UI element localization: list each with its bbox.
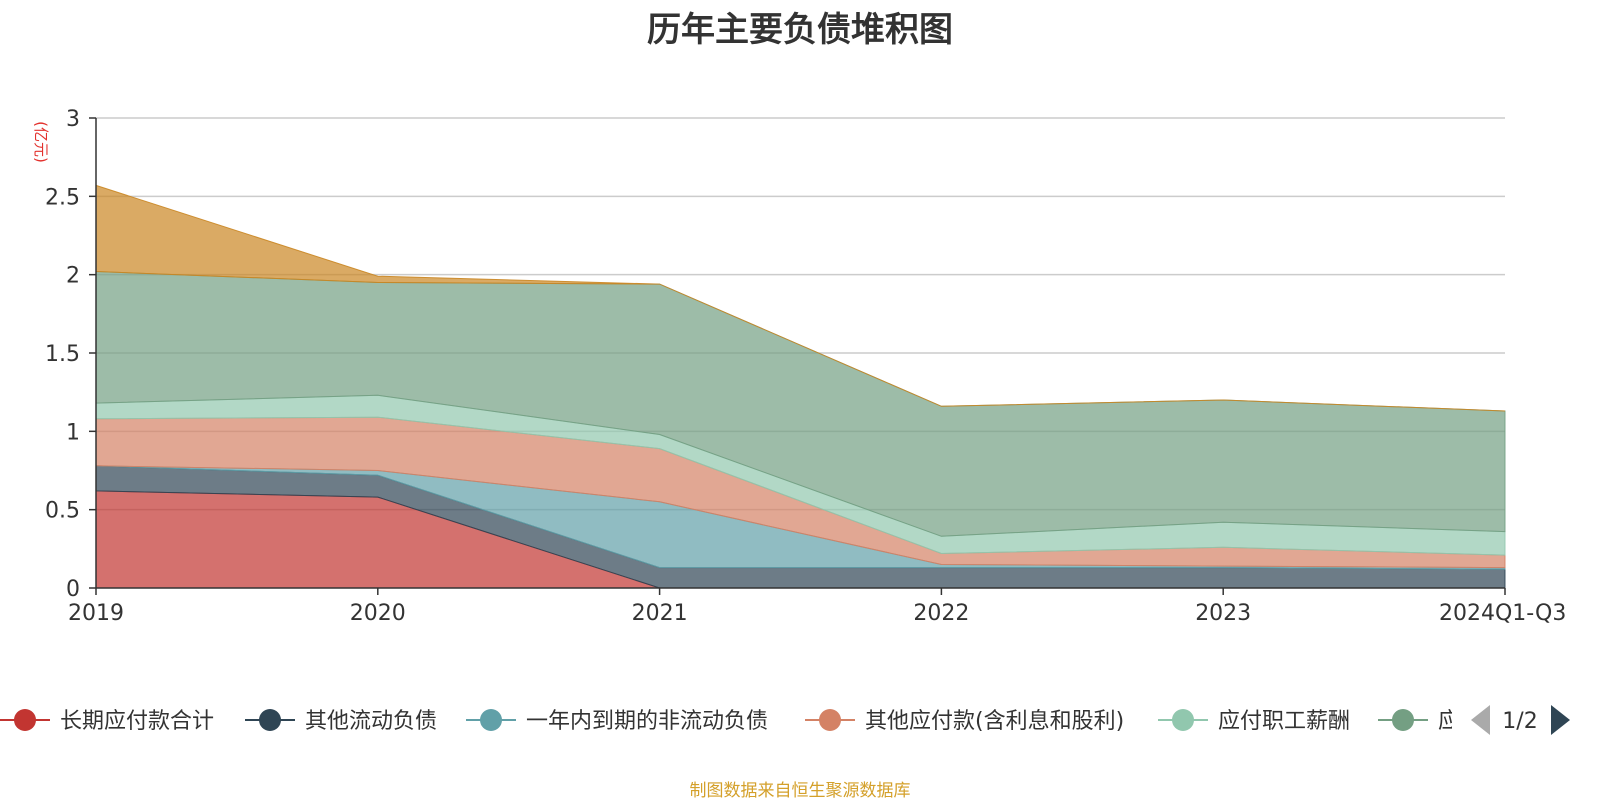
- legend-next-page-icon[interactable]: [1551, 705, 1570, 735]
- y-tick-label-6: 3: [66, 107, 80, 132]
- legend-label-5: 应: [1438, 709, 1460, 734]
- legend-swatch-dot-5: [1392, 709, 1414, 731]
- y-tick-label-3: 1.5: [45, 342, 80, 367]
- y-tick-label-2: 1: [66, 420, 80, 445]
- legend-prev-page-icon[interactable]: [1471, 705, 1490, 735]
- legend-item-3[interactable]: 其他应付款(含利息和股利): [805, 709, 1124, 734]
- legend-label-0: 长期应付款合计: [60, 709, 214, 734]
- y-tick-label-5: 2.5: [45, 185, 80, 210]
- legend-swatch-dot-4: [1172, 709, 1194, 731]
- y-axis-unit-label: (亿元): [32, 121, 50, 163]
- x-tick-label-5: 2024Q1-Q3: [1439, 601, 1566, 626]
- legend-swatch-dot-1: [259, 709, 281, 731]
- legend-items: 长期应付款合计 其他流动负债 一年内到期的非流动负债 其他应付款(含利息和股利) 应付职…: [0, 709, 1460, 734]
- y-tick-label-4: 2: [66, 264, 80, 289]
- legend-page-indicator: 1/2: [1502, 709, 1537, 734]
- legend-label-1: 其他流动负债: [305, 709, 437, 734]
- legend-item-4[interactable]: 应付职工薪酬: [1158, 709, 1350, 734]
- x-tick-label-3: 2022: [913, 601, 969, 626]
- legend-swatch-dot-2: [480, 709, 502, 731]
- legend-item-0[interactable]: 长期应付款合计: [0, 709, 214, 734]
- legend-label-2: 一年内到期的非流动负债: [526, 709, 768, 734]
- x-tick-label-2: 2021: [632, 601, 688, 626]
- axes: 0 0.5 1 1.5 2 2.5 3 2019 2020 2021 2022 2023 2024Q1-…: [32, 107, 1566, 626]
- legend-item-2[interactable]: 一年内到期的非流动负债: [466, 709, 768, 734]
- legend-label-4: 应付职工薪酬: [1218, 709, 1350, 734]
- y-tick-label-1: 0.5: [45, 499, 80, 524]
- y-tick-label-0: 0: [66, 577, 80, 602]
- area-series: [95, 184, 1506, 589]
- area-series-6: [95, 184, 1506, 412]
- chart-title: 历年主要负债堆积图: [647, 10, 953, 50]
- x-tick-label-1: 2020: [350, 601, 406, 626]
- source-note: 制图数据来自恒生聚源数据库: [689, 781, 911, 801]
- legend-swatch-dot-3: [819, 709, 841, 731]
- x-tick-label-0: 2019: [68, 601, 124, 626]
- x-tick-label-4: 2023: [1195, 601, 1251, 626]
- legend[interactable]: 长期应付款合计 其他流动负债 一年内到期的非流动负债 其他应付款(含利息和股利) 应付职…: [0, 705, 1570, 735]
- legend-item-1[interactable]: 其他流动负债: [245, 709, 437, 734]
- legend-swatch-dot-0: [14, 709, 36, 731]
- legend-item-5[interactable]: 应: [1378, 709, 1460, 734]
- legend-label-3: 其他应付款(含利息和股利): [865, 709, 1124, 734]
